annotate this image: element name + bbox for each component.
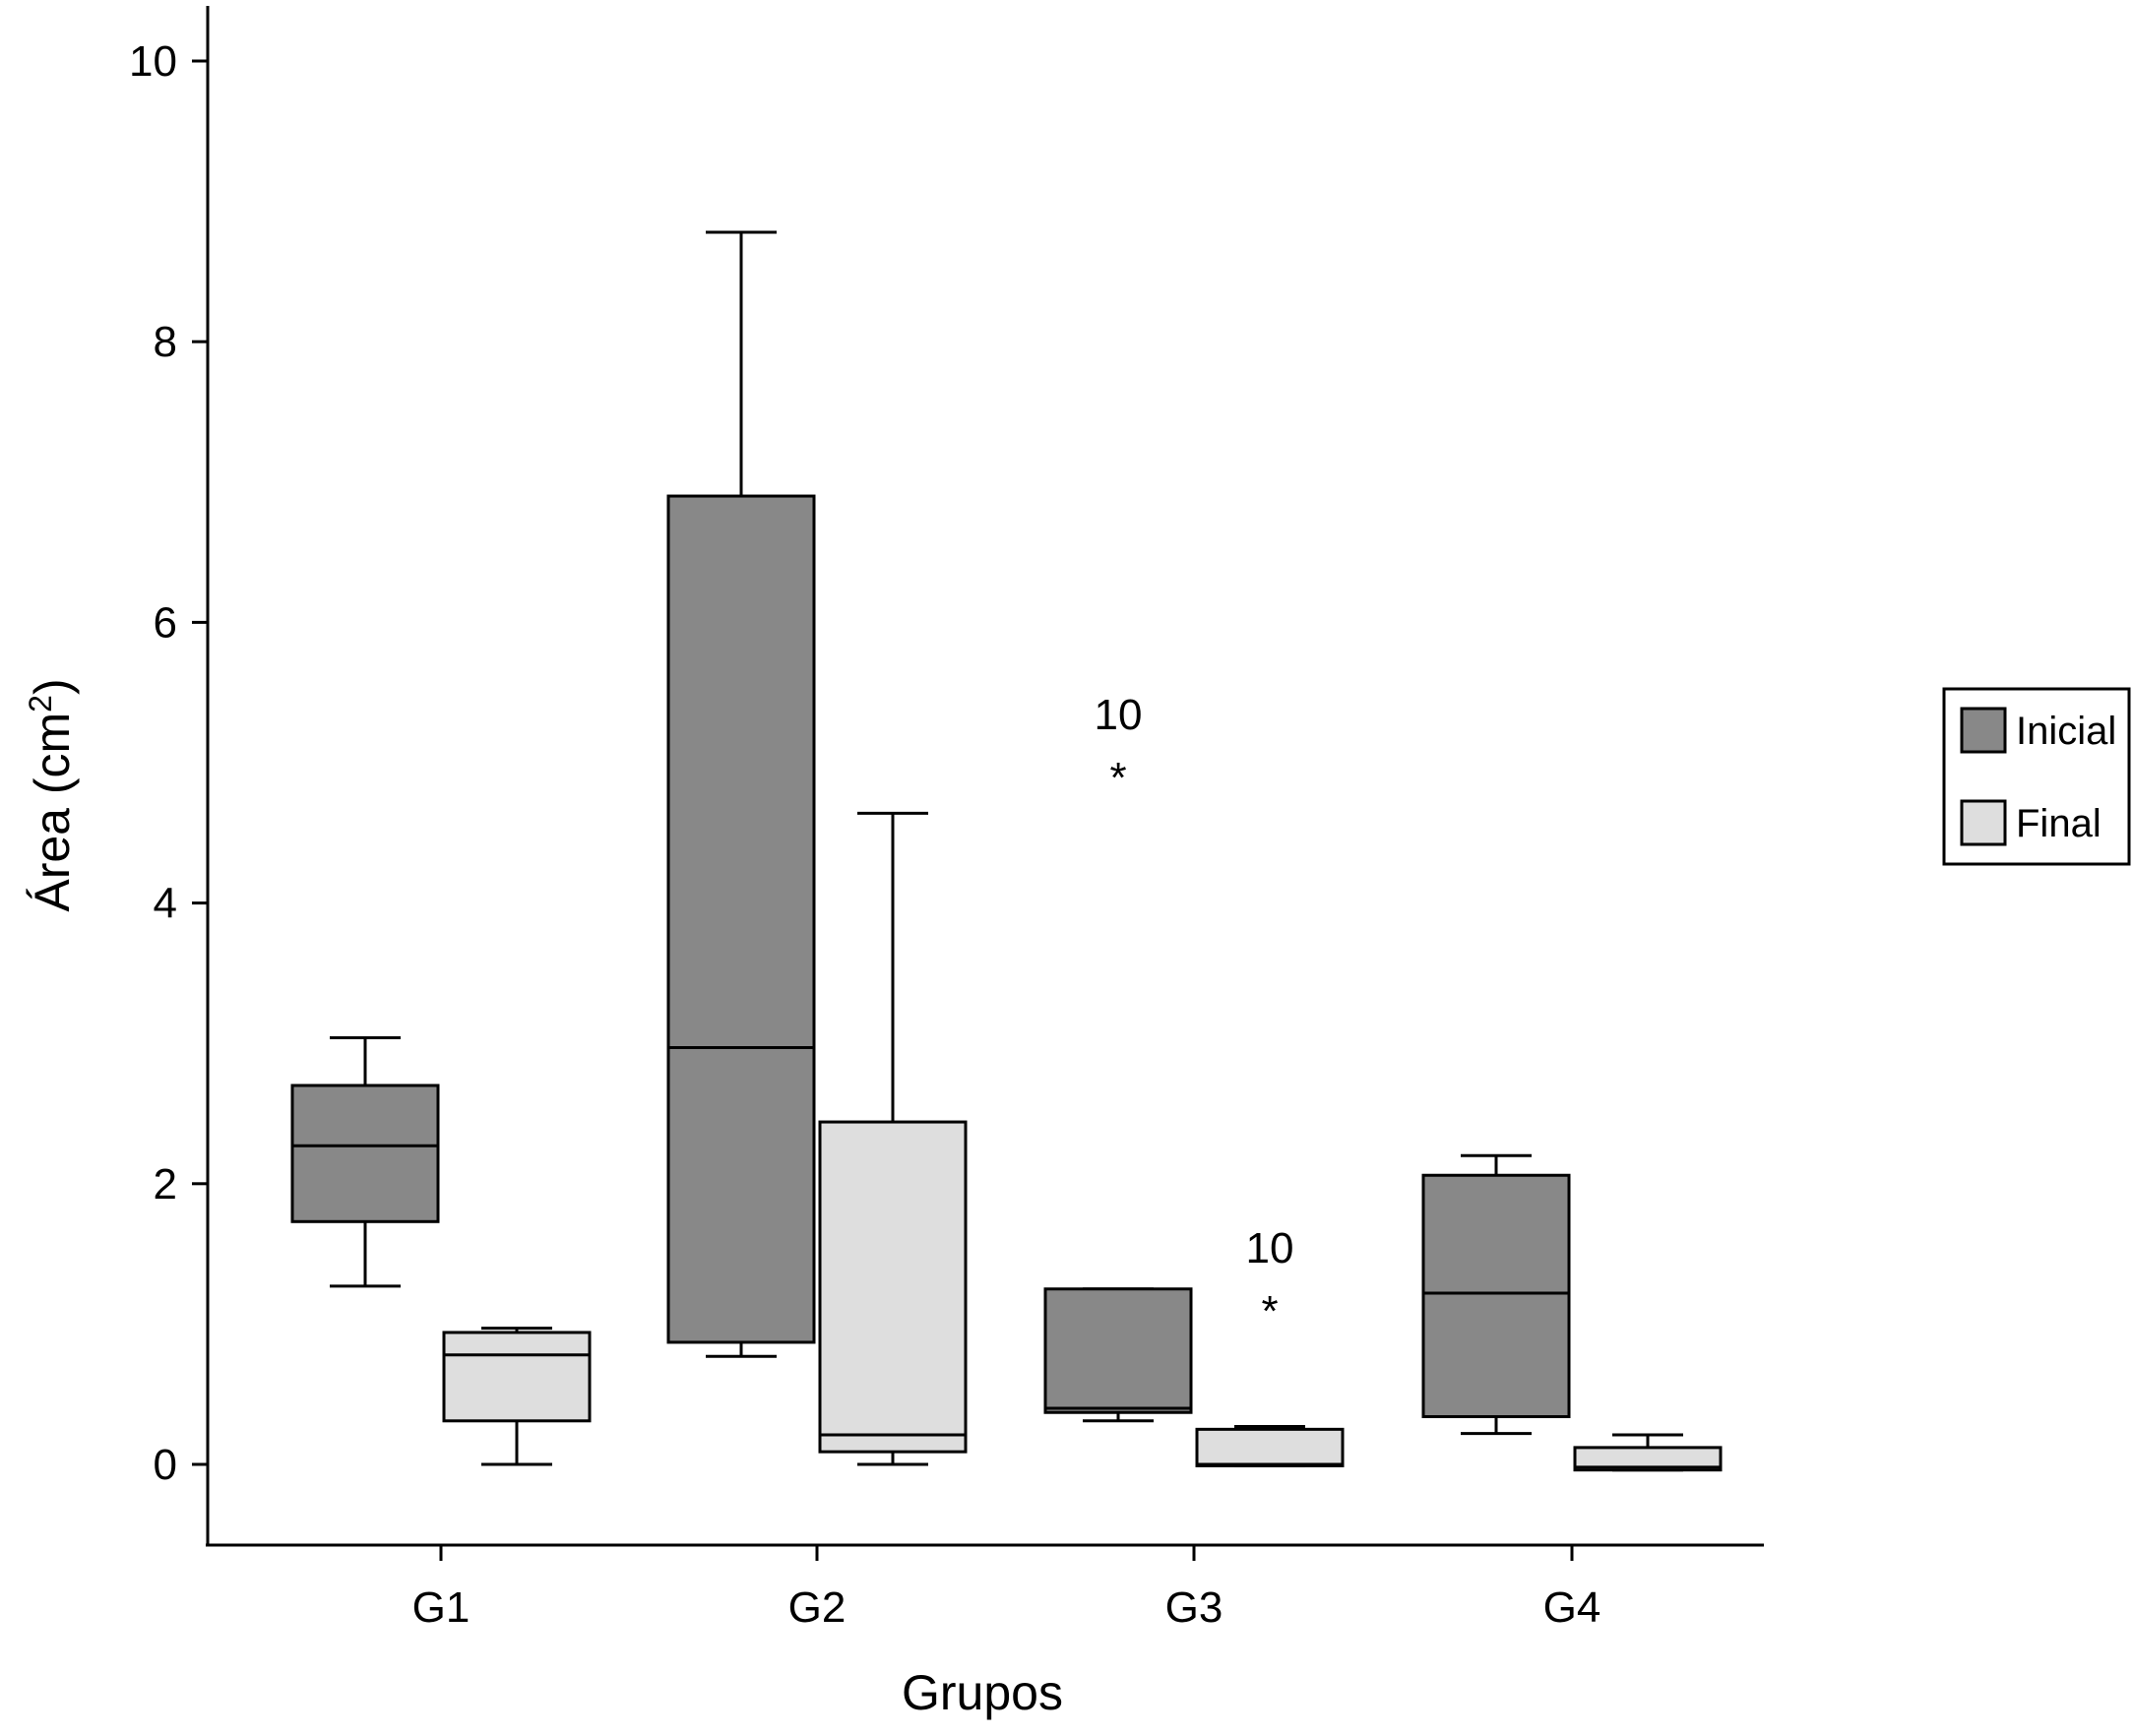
box-final-g4 xyxy=(1573,1433,1723,1472)
y-axis-title-end: ) xyxy=(25,678,80,695)
box-inicial-g1 xyxy=(290,1035,440,1288)
axes xyxy=(206,6,1764,1547)
y-tick-label: 8 xyxy=(154,318,177,366)
legend-swatch-final xyxy=(1960,799,2007,846)
y-tick-label: 6 xyxy=(154,598,177,647)
box-inicial-g2 xyxy=(666,230,816,1358)
box-inicial-g3 xyxy=(1043,1287,1193,1423)
box-inicial-g4 xyxy=(1421,1153,1571,1436)
y-axis-title-main: Área (cm xyxy=(25,713,80,912)
y-axis-title-sup: 2 xyxy=(23,695,58,713)
box-final-g3 xyxy=(1195,1424,1345,1467)
legend-label-inicial: Inicial xyxy=(2016,710,2116,753)
box-iqr xyxy=(1421,1173,1571,1419)
x-axis-title: Grupos xyxy=(902,1665,1063,1720)
outliers: * 10 * 10 xyxy=(1095,691,1294,1335)
outlier-label: 10 xyxy=(1095,691,1143,739)
y-tick-label: 0 xyxy=(154,1441,177,1489)
x-tick-label: G1 xyxy=(412,1583,471,1632)
y-tick-label: 2 xyxy=(154,1160,177,1209)
box-iqr xyxy=(818,1120,968,1454)
y-tick-label: 10 xyxy=(129,37,177,86)
box-final-g1 xyxy=(442,1327,592,1466)
x-tick-label: G2 xyxy=(788,1583,847,1632)
x-tick-label: G4 xyxy=(1543,1583,1601,1632)
box-iqr xyxy=(442,1331,592,1423)
outlier-marker: * xyxy=(1261,1287,1278,1335)
y-tick-label: 4 xyxy=(154,880,177,928)
y-axis-title: Área (cm2) xyxy=(23,678,80,911)
y-ticks: 0 2 4 6 8 10 xyxy=(129,37,208,1489)
x-tick-label: G3 xyxy=(1165,1583,1223,1632)
box-iqr xyxy=(1195,1427,1345,1467)
box-iqr xyxy=(1573,1446,1723,1472)
box-iqr xyxy=(1043,1287,1193,1414)
x-ticks: G1 G2 G3 G4 xyxy=(412,1545,1601,1632)
legend-swatch-inicial xyxy=(1960,707,2007,754)
boxes xyxy=(290,230,1723,1472)
box-final-g2 xyxy=(818,811,968,1466)
box-iqr xyxy=(666,494,816,1344)
legend: Inicial Final xyxy=(1942,687,2131,866)
legend-label-final: Final xyxy=(2016,802,2102,845)
outlier-label: 10 xyxy=(1246,1224,1294,1272)
box-iqr xyxy=(290,1084,440,1223)
outlier-marker: * xyxy=(1109,754,1126,802)
